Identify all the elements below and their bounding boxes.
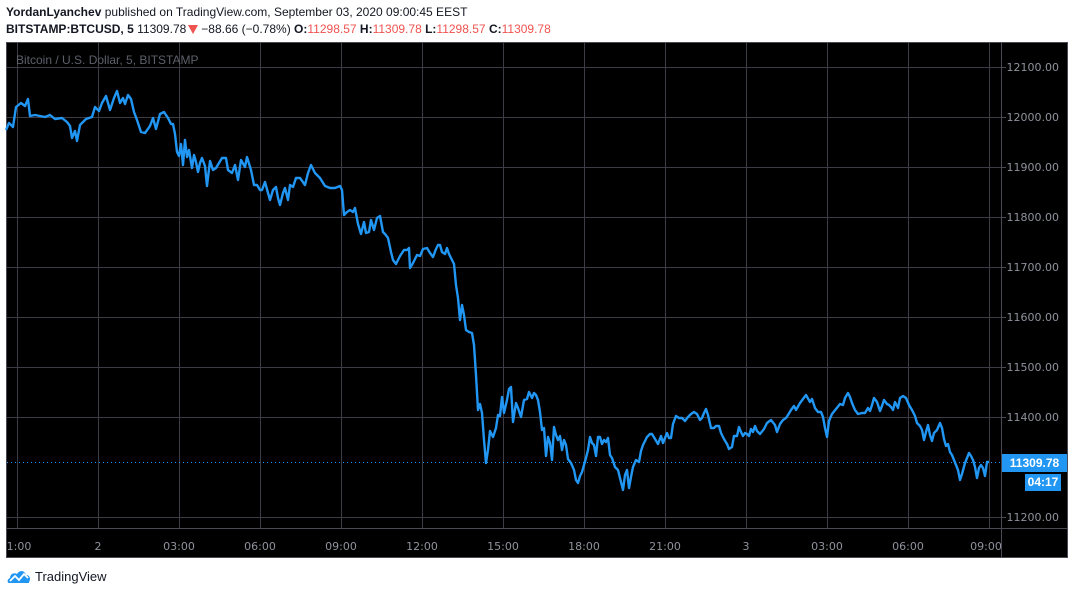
x-tick-label: 09:00 xyxy=(325,540,357,553)
close-label: C: xyxy=(488,22,502,36)
low-label: L: xyxy=(425,22,437,36)
y-tick-label: 12100.00 xyxy=(1006,61,1060,74)
tradingview-brand[interactable]: TradingView xyxy=(7,568,107,584)
x-tick-label: 03:00 xyxy=(811,540,843,553)
x-tick-label: 12:00 xyxy=(406,540,438,553)
price-change: −88.66 (−0.78%) xyxy=(201,22,291,36)
x-tick-label: 09:00 xyxy=(970,540,1002,553)
bar-countdown-tag: 04:17 xyxy=(1025,474,1061,491)
x-tick-label: 06:00 xyxy=(892,540,924,553)
x-tick-label: 1:00 xyxy=(6,540,32,553)
y-tick-label: 11500.00 xyxy=(1006,361,1060,374)
down-triangle-icon xyxy=(188,25,199,34)
y-tick-label: 11800.00 xyxy=(1006,211,1060,224)
tradingview-cloud-icon xyxy=(7,571,30,583)
x-tick-label: 2 xyxy=(94,540,102,553)
x-tick-label: 21:00 xyxy=(649,540,681,553)
x-tick-label: 18:00 xyxy=(568,540,600,553)
y-tick-label: 11700.00 xyxy=(1006,261,1060,274)
x-tick-label: 06:00 xyxy=(244,540,276,553)
published-text: published on TradingView.com, September … xyxy=(104,5,468,19)
y-tick-label: 11200.00 xyxy=(1006,511,1060,524)
y-tick-label: 11600.00 xyxy=(1006,311,1060,324)
y-tick-label: 11400.00 xyxy=(1006,411,1060,424)
price-line xyxy=(4,89,989,492)
symbol-name: BITSTAMP:BTCUSD, 5 xyxy=(6,22,134,36)
brand-name: TradingView xyxy=(35,568,107,584)
chart-watermark: Bitcoin / U.S. Dollar, 5, BITSTAMP xyxy=(16,53,199,67)
x-tick-label: 3 xyxy=(742,540,750,553)
chart-pane[interactable] xyxy=(6,42,1068,558)
x-tick-label: 03:00 xyxy=(163,540,195,553)
low-value: 11298.57 xyxy=(436,22,486,36)
symbol-legend: BITSTAMP:BTCUSD, 5 11309.78 −88.66 (−0.78… xyxy=(6,22,551,36)
x-tick-label: 15:00 xyxy=(487,540,519,553)
publish-info: YordanLyanchev published on TradingView.… xyxy=(6,5,467,19)
open-label: O: xyxy=(294,22,308,36)
grid-lines xyxy=(7,43,1001,528)
author-name[interactable]: YordanLyanchev xyxy=(6,5,102,19)
close-value: 11309.78 xyxy=(501,22,551,36)
y-tick-label: 11900.00 xyxy=(1006,161,1060,174)
high-label: H: xyxy=(359,22,373,36)
y-tick-label: 12000.00 xyxy=(1006,111,1060,124)
last-price: 11309.78 xyxy=(137,22,187,36)
last-price-tag: 11309.78 xyxy=(1002,454,1067,472)
high-value: 11309.78 xyxy=(372,22,422,36)
open-value: 11298.57 xyxy=(307,22,357,36)
